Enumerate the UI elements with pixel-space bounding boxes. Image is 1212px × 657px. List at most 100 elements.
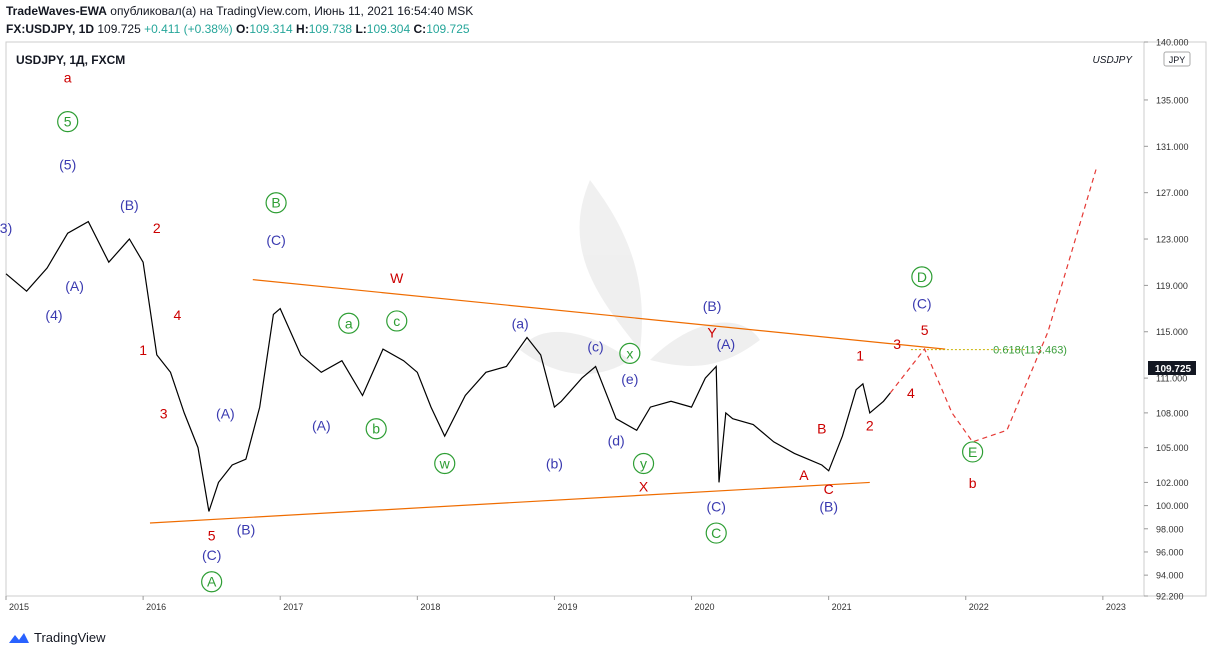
trendline-lower-channel bbox=[149, 481, 870, 524]
wave-label: A bbox=[799, 467, 809, 483]
wave-label: C bbox=[711, 525, 721, 541]
last-price: 109.725 bbox=[97, 22, 141, 36]
wave-label: Y bbox=[707, 325, 717, 341]
price-series-line bbox=[5, 220, 891, 512]
wave-label: (B) bbox=[819, 498, 838, 514]
wave-label: 3 bbox=[160, 406, 168, 422]
y-tick-label: 92.200 bbox=[1156, 592, 1184, 602]
wave-label: b bbox=[969, 475, 977, 491]
chart-header-quote: FX:USDJPY, 1D 109.725 +0.411 (+0.38%) O:… bbox=[6, 22, 470, 36]
close-value: 109.725 bbox=[426, 22, 470, 36]
wave-label: B bbox=[271, 195, 280, 211]
x-tick-label: 2019 bbox=[557, 602, 577, 612]
wave-label: c bbox=[393, 313, 400, 329]
wave-label: (A) bbox=[716, 336, 735, 352]
wave-label: 1 bbox=[856, 348, 864, 364]
x-tick-label: 2020 bbox=[695, 602, 715, 612]
wave-label: B bbox=[817, 421, 826, 437]
wave-label: X bbox=[639, 479, 649, 495]
wave-label: (B) bbox=[237, 522, 256, 538]
wave-label-circle bbox=[265, 192, 287, 214]
x-tick-label: 2023 bbox=[1106, 602, 1126, 612]
wave-label: (C) bbox=[266, 232, 285, 248]
wave-label: (A) bbox=[312, 417, 331, 433]
x-tick-label: 2022 bbox=[969, 602, 989, 612]
y-tick-label: 98.000 bbox=[1156, 524, 1184, 534]
published-text: опубликовал(а) на TradingView.com, Июнь … bbox=[110, 4, 474, 18]
y-tick-label: 140.000 bbox=[1156, 38, 1189, 48]
trendline-upper-channel bbox=[252, 278, 946, 350]
wave-label: 5 bbox=[208, 527, 216, 543]
wave-label: a bbox=[64, 70, 72, 86]
y-tick-label: 105.000 bbox=[1156, 443, 1189, 453]
wave-label: y bbox=[640, 456, 647, 472]
wave-label: w bbox=[439, 456, 451, 472]
y-tick-label: 131.000 bbox=[1156, 142, 1189, 152]
wave-label: (c) bbox=[587, 338, 603, 354]
x-tick-label: 2015 bbox=[9, 602, 29, 612]
forecast-path-line bbox=[889, 169, 1097, 443]
y-tick-label: 100.000 bbox=[1156, 501, 1189, 511]
wave-label: 1 bbox=[139, 342, 147, 358]
tradingview-watermark-icon bbox=[520, 180, 760, 374]
wave-label-circle bbox=[386, 310, 408, 332]
fib-level-label: 0.618(113.463) bbox=[993, 345, 1067, 357]
watermark-symbol: USDJPY bbox=[1093, 55, 1134, 66]
wave-label: C bbox=[824, 481, 834, 497]
price-axis[interactable] bbox=[1143, 41, 1207, 597]
wave-label: (e) bbox=[621, 371, 638, 387]
wave-label: 2 bbox=[866, 417, 874, 433]
y-tick-label: 94.000 bbox=[1156, 571, 1184, 581]
wave-label: W bbox=[390, 270, 404, 286]
last-price-label: 109.725 bbox=[1155, 364, 1192, 375]
lines-layer: 0.618(113.463) bbox=[5, 169, 1097, 524]
open-label: O: bbox=[235, 22, 250, 36]
chart-title: USDJPY, 1Д, FXCM bbox=[16, 53, 125, 67]
wave-label: (C) bbox=[707, 498, 726, 514]
wave-label-circle bbox=[365, 418, 387, 440]
wave-label-circle bbox=[962, 441, 984, 463]
price-change: +0.411 (+0.38%) bbox=[144, 22, 233, 36]
x-axis-ticks: 2015 2016 2017 2018 2019 2020 2021 2022 2023 bbox=[5, 596, 1126, 612]
y-tick-label: 123.000 bbox=[1156, 235, 1189, 245]
y-tick-label: 111.000 bbox=[1156, 374, 1187, 384]
wave-label: b bbox=[372, 421, 380, 437]
wave-label: E bbox=[968, 444, 977, 460]
wave-label: 3) bbox=[0, 220, 12, 236]
wave-label-circle bbox=[434, 452, 456, 475]
wave-label-circle bbox=[632, 452, 655, 475]
wave-label: A bbox=[207, 574, 217, 590]
wave-label: (A) bbox=[65, 278, 84, 294]
y-tick-label: 115.000 bbox=[1156, 327, 1188, 337]
low-label: L: bbox=[355, 22, 367, 36]
wave-label: (4) bbox=[45, 307, 62, 323]
wave-label: (A) bbox=[216, 406, 235, 422]
wave-label: (C) bbox=[202, 547, 221, 563]
wave-label: 3 bbox=[893, 336, 901, 352]
high-value: 109.738 bbox=[308, 22, 353, 36]
wave-label: 5 bbox=[64, 114, 72, 130]
wave-label: (b) bbox=[546, 456, 563, 472]
y-tick-label: 108.000 bbox=[1156, 408, 1189, 418]
currency-badge[interactable] bbox=[1163, 51, 1191, 67]
wave-label: x bbox=[626, 345, 633, 361]
wave-annotations: a5(5)3)(B)2(A)(4) 413 (A)5(C)A(B)B(C)a cW(A… bbox=[0, 70, 984, 593]
x-tick-label: 2017 bbox=[283, 602, 303, 612]
footer-brand[interactable]: TradingView bbox=[8, 630, 106, 645]
wave-label: 2 bbox=[153, 220, 161, 236]
wave-label: 4 bbox=[173, 307, 181, 323]
chart-header-author: TradeWaves-EWA опубликовал(а) на Trading… bbox=[6, 4, 473, 18]
wave-label: (C) bbox=[912, 296, 931, 312]
wave-label-circle bbox=[705, 522, 727, 544]
wave-label-circle bbox=[201, 571, 223, 593]
wave-label: 5 bbox=[921, 322, 929, 338]
wave-label: a bbox=[345, 315, 353, 331]
author-name[interactable]: TradeWaves-EWA bbox=[6, 4, 107, 18]
wave-label: (B) bbox=[120, 197, 139, 213]
last-price-marker bbox=[1148, 361, 1196, 375]
y-tick-label: 102.000 bbox=[1156, 478, 1189, 488]
y-tick-label: 135.000 bbox=[1156, 95, 1189, 105]
wave-label: D bbox=[917, 269, 927, 285]
x-tick-label: 2018 bbox=[420, 602, 440, 612]
